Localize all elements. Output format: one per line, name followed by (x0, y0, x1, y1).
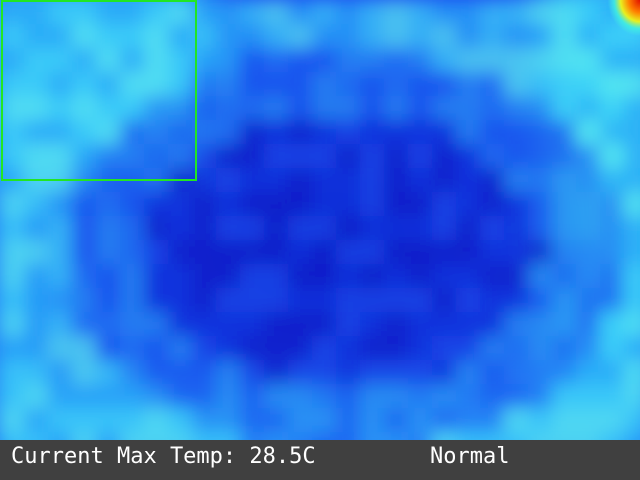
max-temp-readout: Current Max Temp: 28.5C (11, 444, 316, 469)
status-bar: Current Max Temp: 28.5C Normal (0, 440, 640, 480)
roi-box (1, 0, 197, 181)
status-state: Normal (430, 444, 510, 469)
thermal-image (0, 0, 640, 440)
thermal-heatmap (0, 0, 640, 440)
